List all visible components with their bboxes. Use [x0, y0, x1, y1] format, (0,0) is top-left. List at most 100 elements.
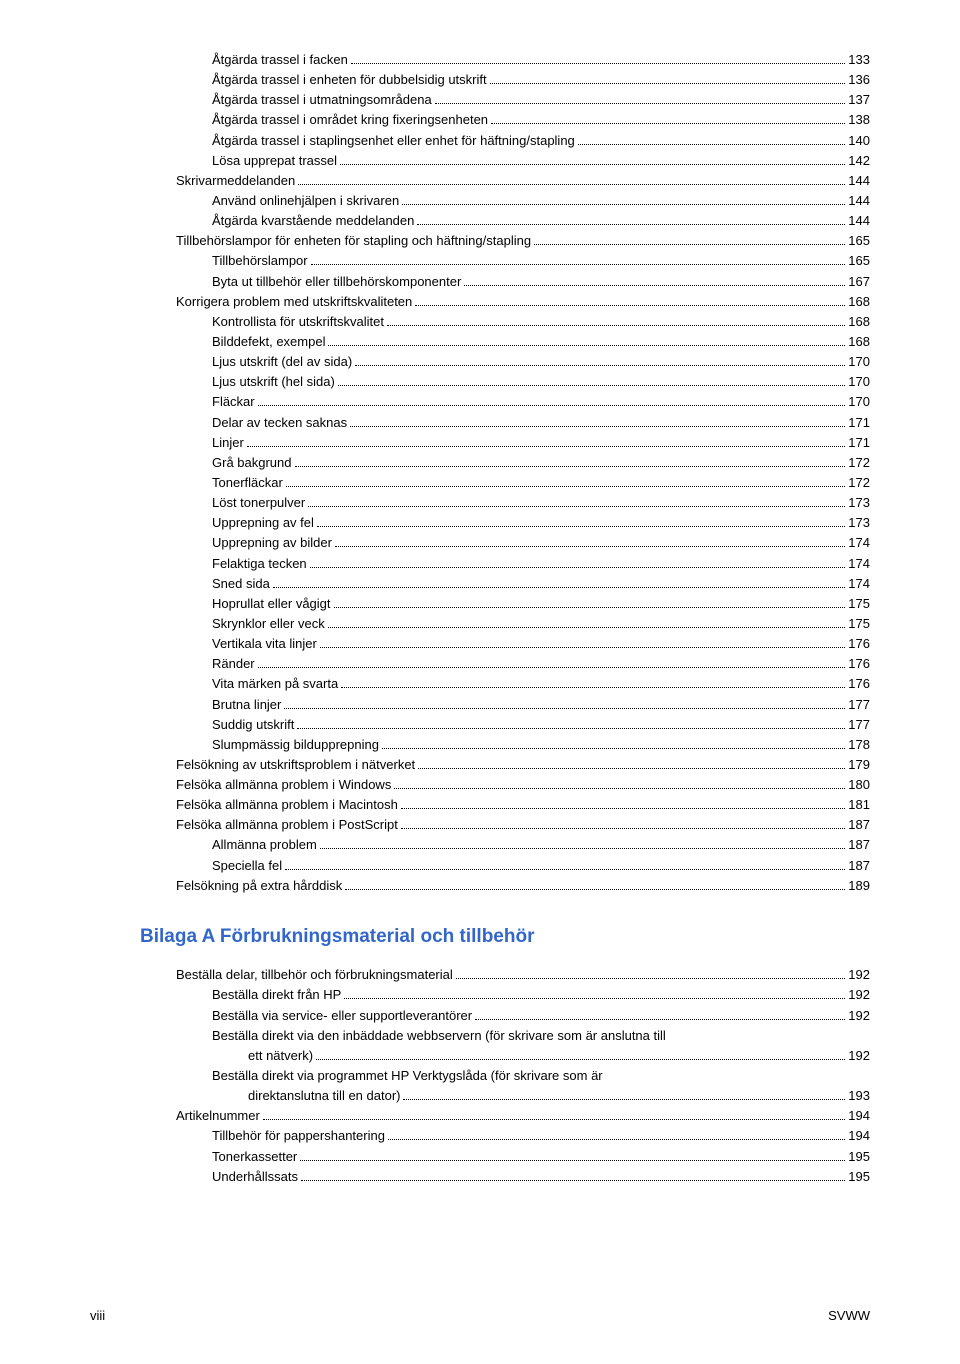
toc-page: 170 [848, 352, 870, 372]
toc-label: Åtgärda trassel i området kring fixering… [212, 110, 488, 130]
toc-entry[interactable]: Grå bakgrund172 [140, 453, 870, 473]
toc-entry[interactable]: Åtgärda trassel i området kring fixering… [140, 110, 870, 130]
toc-entry[interactable]: Felsökning av utskriftsproblem i nätverk… [140, 755, 870, 775]
toc-entry[interactable]: Beställa direkt via den inbäddade webbse… [140, 1026, 870, 1046]
toc-entry[interactable]: Kontrollista för utskriftskvalitet168 [140, 312, 870, 332]
toc-entry[interactable]: Tillbehör för pappershantering194 [140, 1126, 870, 1146]
toc-leader [328, 618, 846, 628]
toc-leader [351, 54, 845, 64]
toc-page: 195 [848, 1167, 870, 1187]
toc-label: Åtgärda trassel i facken [212, 50, 348, 70]
toc-entry[interactable]: Byta ut tillbehör eller tillbehörskompon… [140, 272, 870, 292]
toc-entry[interactable]: Tonerfläckar172 [140, 473, 870, 493]
toc-label: Skrivarmeddelanden [176, 171, 295, 191]
toc-entry[interactable]: Felsöka allmänna problem i Windows180 [140, 775, 870, 795]
toc-entry[interactable]: Ränder176 [140, 654, 870, 674]
toc-entry[interactable]: Artikelnummer194 [140, 1106, 870, 1126]
toc-entry[interactable]: Beställa direkt via programmet HP Verkty… [140, 1066, 870, 1086]
toc-leader [475, 1009, 845, 1019]
toc-page: 133 [848, 50, 870, 70]
toc-page: 144 [848, 211, 870, 231]
toc-label: Kontrollista för utskriftskvalitet [212, 312, 384, 332]
toc-entry[interactable]: Skrivarmeddelanden144 [140, 171, 870, 191]
toc-page: 136 [848, 70, 870, 90]
toc-entry[interactable]: Felsöka allmänna problem i Macintosh181 [140, 795, 870, 815]
toc-entry[interactable]: Ljus utskrift (del av sida)170 [140, 352, 870, 372]
toc-entry[interactable]: Sned sida174 [140, 574, 870, 594]
toc-entry[interactable]: Allmänna problem187 [140, 835, 870, 855]
toc-entry[interactable]: Tonerkassetter195 [140, 1147, 870, 1167]
toc-leader [247, 436, 846, 446]
toc-label: Tonerfläckar [212, 473, 283, 493]
toc-page: 179 [848, 755, 870, 775]
toc-entry[interactable]: Speciella fel187 [140, 856, 870, 876]
toc-entry[interactable]: Delar av tecken saknas171 [140, 413, 870, 433]
toc-leader [403, 1090, 845, 1100]
toc-entry[interactable]: Underhållssats195 [140, 1167, 870, 1187]
toc-entry[interactable]: Beställa delar, tillbehör och förbruknin… [140, 965, 870, 985]
toc-entry[interactable]: Beställa direkt från HP192 [140, 985, 870, 1005]
toc-leader [341, 678, 845, 688]
toc-entry[interactable]: Åtgärda trassel i utmatningsområdena137 [140, 90, 870, 110]
toc-entry[interactable]: Slumpmässig bildupprepning178 [140, 735, 870, 755]
toc-label: Vita märken på svarta [212, 674, 338, 694]
toc-label: Åtgärda trassel i staplingsenhet eller e… [212, 131, 575, 151]
toc-entry[interactable]: Upprepning av bilder174 [140, 533, 870, 553]
toc-page: 140 [848, 131, 870, 151]
toc-entry[interactable]: Felaktiga tecken174 [140, 554, 870, 574]
toc-entry[interactable]: Vita märken på svarta176 [140, 674, 870, 694]
toc-entry[interactable]: Hoprullat eller vågigt 175 [140, 594, 870, 614]
toc-page: 194 [848, 1106, 870, 1126]
toc-label: Suddig utskrift [212, 715, 294, 735]
toc-label: Linjer [212, 433, 244, 453]
toc-leader [311, 255, 846, 265]
toc-leader [388, 1130, 845, 1140]
toc-page: 176 [848, 634, 870, 654]
toc-entry[interactable]: Åtgärda kvarstående meddelanden144 [140, 211, 870, 231]
toc-entry[interactable]: Tillbehörslampor för enheten för staplin… [140, 231, 870, 251]
toc-entry[interactable]: Korrigera problem med utskriftskvalitete… [140, 292, 870, 312]
toc-entry[interactable]: Åtgärda trassel i staplingsenhet eller e… [140, 131, 870, 151]
toc-entry[interactable]: Upprepning av fel173 [140, 513, 870, 533]
toc-entry[interactable]: Felsöka allmänna problem i PostScript187 [140, 815, 870, 835]
toc-entry[interactable]: Fläckar170 [140, 392, 870, 412]
appendix-heading: Bilaga A Förbrukningsmaterial och tillbe… [140, 922, 870, 951]
toc-leader [344, 989, 845, 999]
toc-label: Korrigera problem med utskriftskvalitete… [176, 292, 412, 312]
toc-entry[interactable]: Beställa via service- eller supportlever… [140, 1006, 870, 1026]
toc-page: 174 [848, 533, 870, 553]
toc-leader [415, 295, 845, 305]
toc-label: Hoprullat eller vågigt [212, 594, 331, 614]
toc-page: 174 [848, 554, 870, 574]
toc-entry[interactable]: Brutna linjer177 [140, 695, 870, 715]
toc-entry[interactable]: Bilddefekt, exempel168 [140, 332, 870, 352]
toc-label: Slumpmässig bildupprepning [212, 735, 379, 755]
toc-entry[interactable]: direktanslutna till en dator)193 [140, 1086, 870, 1106]
toc-entry[interactable]: Ljus utskrift (hel sida)170 [140, 372, 870, 392]
toc-label: Beställa direkt via programmet HP Verkty… [212, 1066, 603, 1086]
toc-leader [335, 537, 845, 547]
toc-entry[interactable]: Skrynklor eller veck175 [140, 614, 870, 634]
toc-entry[interactable]: Åtgärda trassel i enheten för dubbelsidi… [140, 70, 870, 90]
toc-page: 189 [848, 876, 870, 896]
toc-label: Brutna linjer [212, 695, 281, 715]
toc-label: Tillbehörslampor för enheten för staplin… [176, 231, 531, 251]
toc-entry[interactable]: Suddig utskrift177 [140, 715, 870, 735]
toc-entry[interactable]: Använd onlinehjälpen i skrivaren144 [140, 191, 870, 211]
toc-label: Allmänna problem [212, 835, 317, 855]
toc-leader [355, 356, 845, 366]
toc-entry[interactable]: Lösa upprepat trassel142 [140, 151, 870, 171]
toc-entry[interactable]: Vertikala vita linjer176 [140, 634, 870, 654]
toc-entry[interactable]: Felsökning på extra hårddisk189 [140, 876, 870, 896]
toc-page: 175 [848, 594, 870, 614]
toc-leader [273, 577, 845, 587]
toc-entry[interactable]: Tillbehörslampor165 [140, 251, 870, 271]
toc-entry[interactable]: Löst tonerpulver173 [140, 493, 870, 513]
toc-leader [316, 1050, 845, 1060]
toc-entry[interactable]: Åtgärda trassel i facken 133 [140, 50, 870, 70]
toc-entry[interactable]: ett nätverk)192 [140, 1046, 870, 1066]
toc-entry[interactable]: Linjer171 [140, 433, 870, 453]
toc-page: 142 [848, 151, 870, 171]
toc-page: 192 [848, 985, 870, 1005]
toc-label: Felsöka allmänna problem i Windows [176, 775, 391, 795]
